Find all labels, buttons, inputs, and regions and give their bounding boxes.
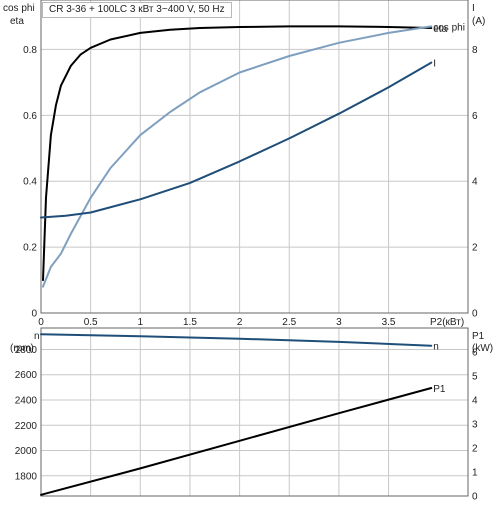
right-tick-label: 0 (472, 492, 478, 501)
x-tick-label: 3.5 (382, 317, 396, 328)
x-tick-label: 2.5 (282, 317, 296, 328)
x-tick-label: 1.5 (183, 317, 197, 328)
series-line-cos-phi (42, 25, 433, 288)
bottom-series-group: n P1 (40, 333, 446, 496)
left-tick-label: 2800 (15, 345, 38, 356)
x-tick-label: 1 (138, 317, 144, 328)
top-grid (40, 0, 469, 314)
bottom-left-axis-label-1: n (34, 331, 40, 342)
chart-title: CR 3-36 + 100LC 3 кВт 3~400 V, 50 Hz (42, 2, 232, 18)
series-line-n (40, 333, 433, 347)
series-label-n: n (433, 342, 439, 353)
bottom-tick-labels: 1800 2000 2200 2400 2600 2800 0 1 2 3 4 5 6 (15, 345, 478, 503)
bottom-right-axis-label-1: P1 (472, 331, 485, 342)
right-tick-label: 4 (472, 177, 478, 188)
series-label-cos-phi: cos phi (433, 22, 465, 33)
left-tick-label: 2200 (15, 421, 38, 432)
bottom-right-axis-label-2: (kW) (472, 343, 493, 354)
right-tick-label: 8 (472, 45, 478, 56)
left-tick-label: 2400 (15, 396, 38, 407)
left-tick-label: 0.4 (23, 177, 37, 188)
top-left-axis-label-1: cos phi (3, 3, 35, 14)
x-tick-label: 0 (38, 317, 44, 328)
top-left-axis-label-2: eta (10, 16, 24, 27)
series-line-P1 (40, 387, 433, 496)
right-tick-label: 2 (472, 243, 478, 254)
top-right-axis-label-2: (A) (472, 16, 485, 27)
x-tick-label: 0.5 (84, 317, 98, 328)
left-tick-label: 0 (31, 309, 37, 320)
right-tick-label: 3 (472, 420, 478, 431)
top-right-axis-label-1: I (472, 3, 475, 14)
top-tick-labels: 0 0.2 0.4 0.6 0.8 0 2 4 6 8 0 0.5 1 1.5 2 2.5 3 3.5 (23, 45, 478, 328)
left-tick-label: 2000 (15, 446, 38, 457)
x-tick-label: 3 (336, 317, 342, 328)
series-label-I: I (433, 59, 436, 70)
plot-frame (40, 327, 469, 497)
right-tick-label: 6 (472, 348, 478, 359)
right-tick-label: 0 (472, 309, 478, 320)
left-tick-label: 2600 (15, 370, 38, 381)
series-line-I (40, 61, 433, 219)
bottom-grid (40, 327, 469, 497)
right-tick-label: 6 (472, 111, 478, 122)
right-tick-label: 2 (472, 444, 478, 455)
series-label-eta: eta (433, 24, 447, 35)
x-tick-label: 2 (237, 317, 243, 328)
bottom-left-axis-label-2: (rpm) (10, 343, 34, 354)
left-tick-label: 0.2 (23, 243, 37, 254)
right-tick-label: 4 (472, 396, 478, 407)
x-axis-label: P2(кВт) (430, 317, 464, 328)
right-tick-label: 5 (472, 372, 478, 383)
left-tick-label: 1800 (15, 471, 38, 482)
series-line-eta (42, 25, 433, 282)
plot-frame (40, 0, 469, 314)
right-tick-label: 1 (472, 468, 478, 479)
left-tick-label: 0.8 (23, 45, 37, 56)
series-label-P1: P1 (433, 384, 446, 395)
left-tick-label: 0.6 (23, 111, 37, 122)
